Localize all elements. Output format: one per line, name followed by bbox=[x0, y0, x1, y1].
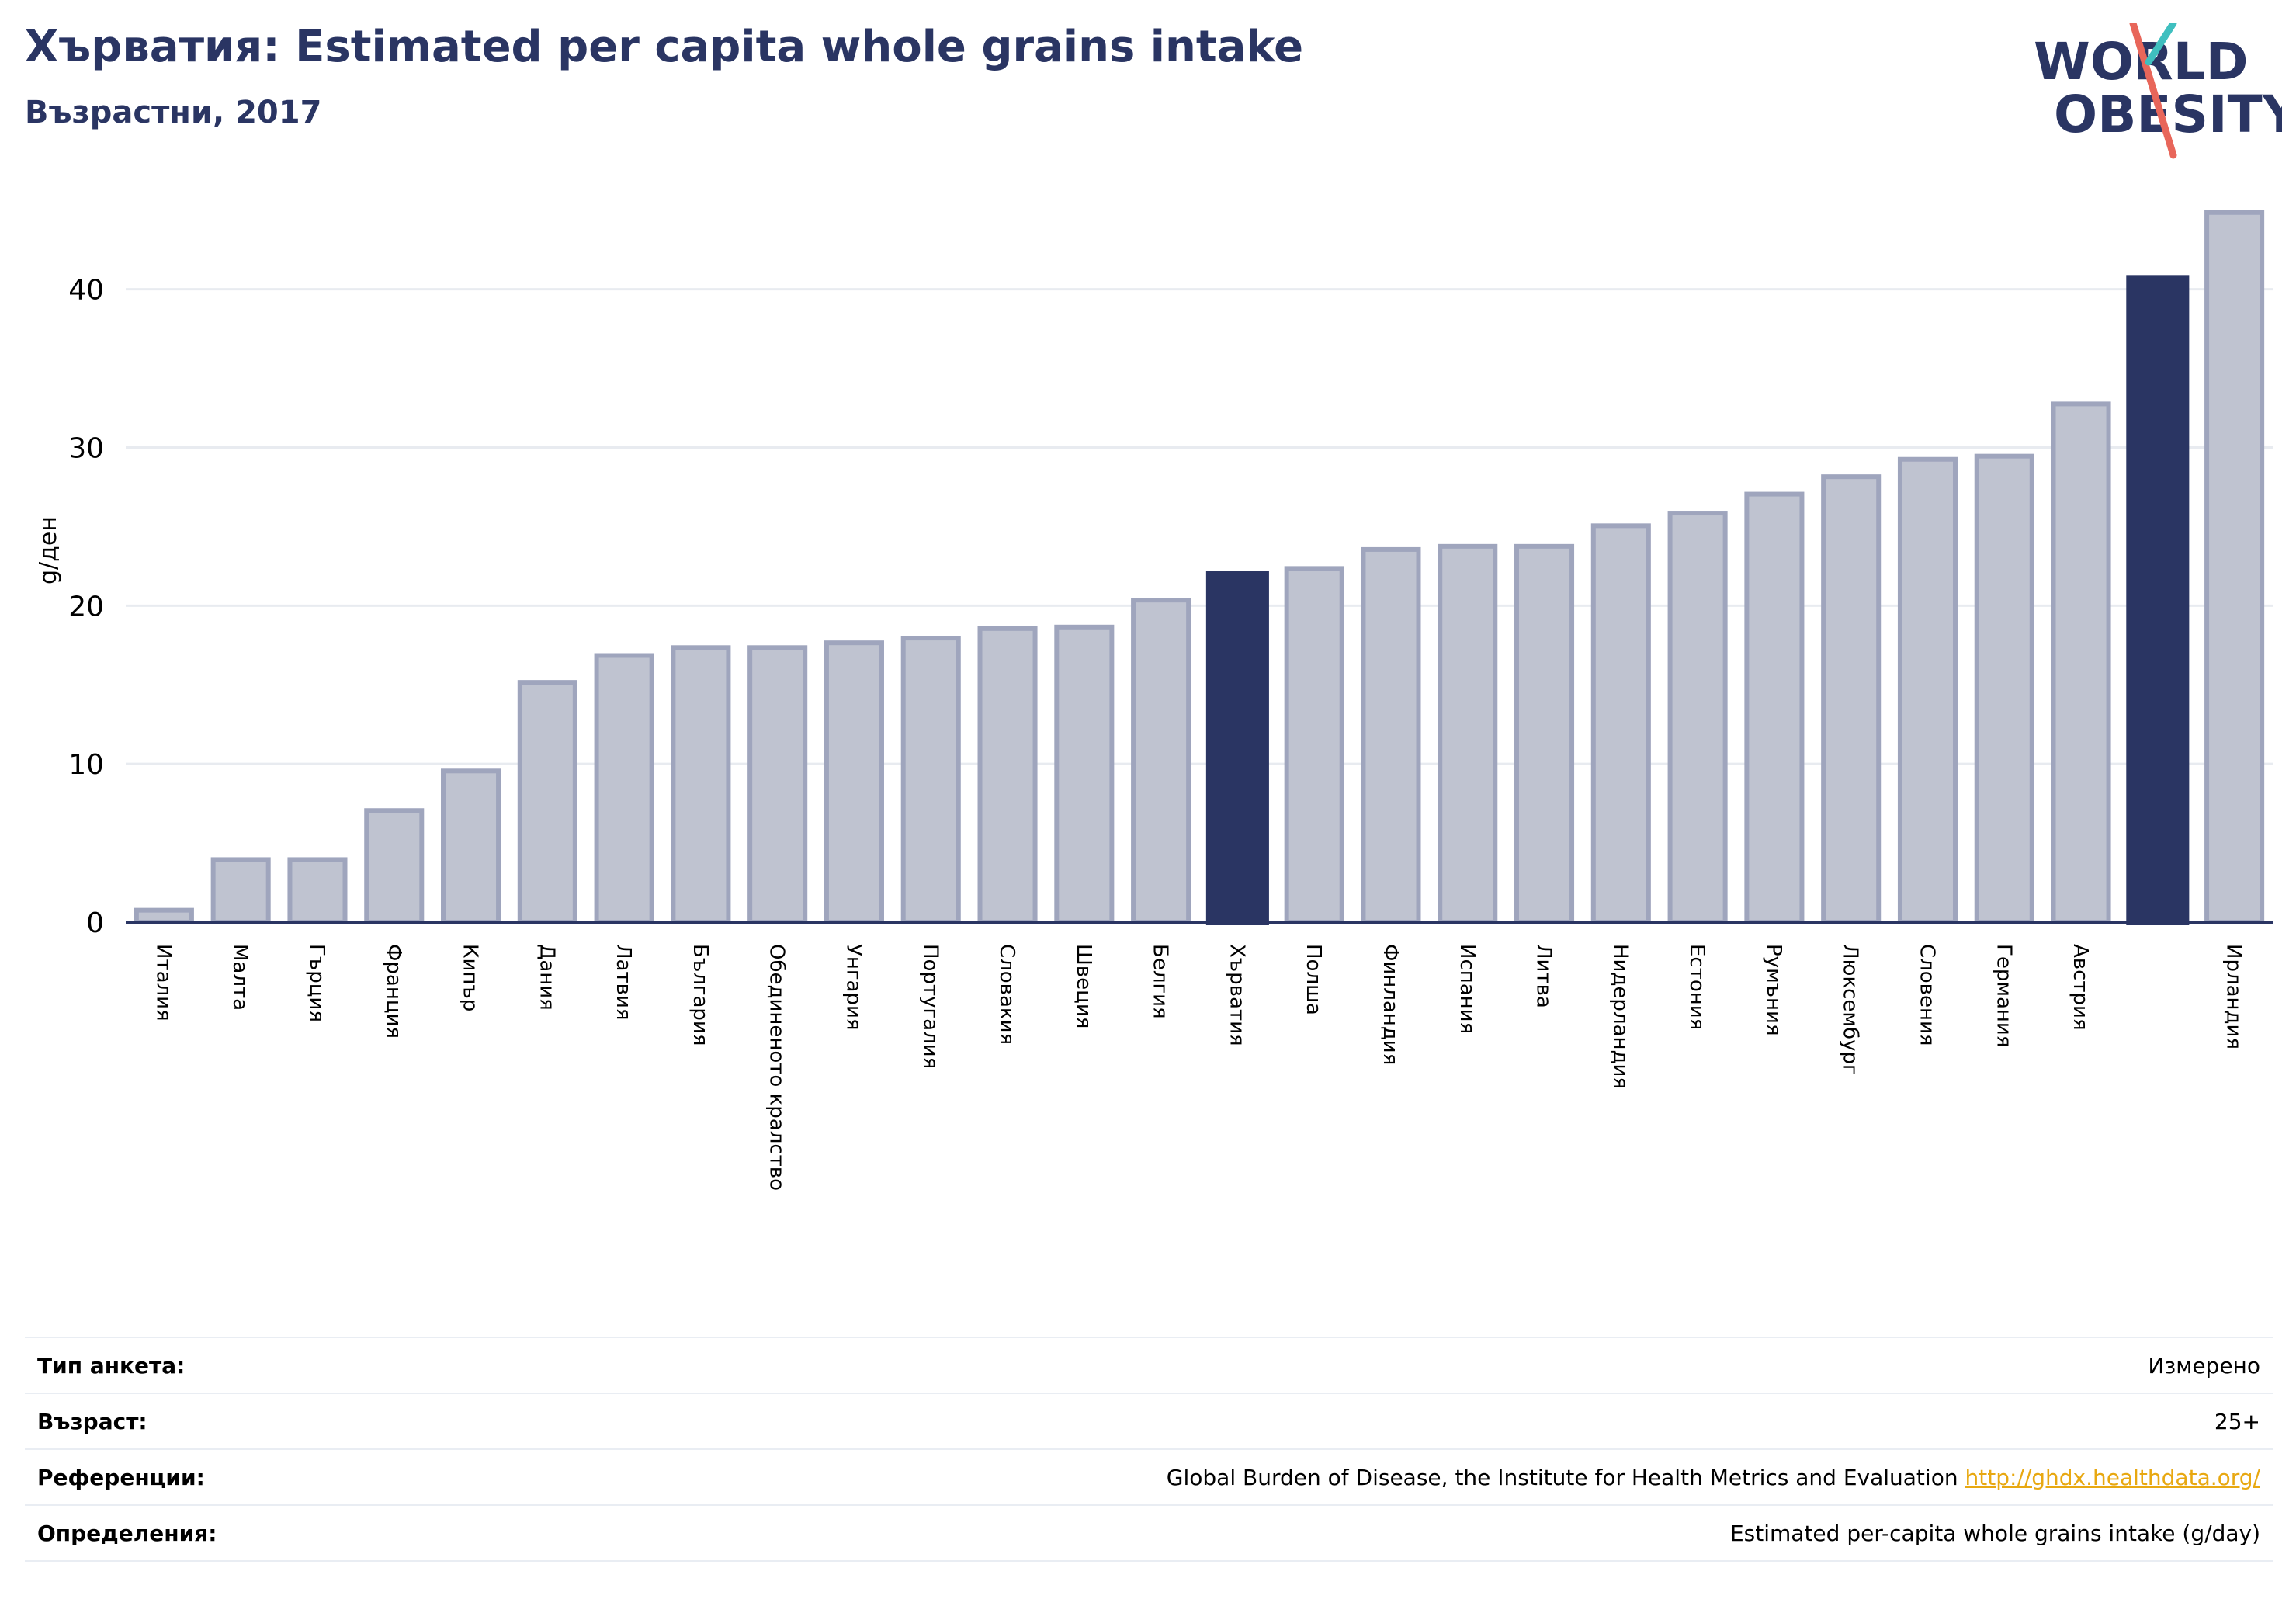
info-table: Тип анкета: Измерено Възраст: 25+ Рефере… bbox=[25, 1337, 2273, 1562]
logo-slash-red bbox=[2129, 23, 2177, 159]
x-tick-label: Полша bbox=[1302, 944, 1325, 1015]
info-value: 25+ bbox=[2214, 1408, 2260, 1434]
bar-chart: 0 10 20 30 40 g/ден Италия Малта Гърция Франция Ки… bbox=[35, 210, 2273, 1191]
x-tick-label: Испания bbox=[1455, 944, 1479, 1034]
x-tick-label: Португалия bbox=[918, 944, 942, 1069]
x-tick-label: Латвия bbox=[612, 944, 635, 1021]
x-tick-label: Нидерландия bbox=[1608, 944, 1632, 1089]
x-tick-label: Австрия bbox=[2069, 944, 2092, 1031]
bar bbox=[900, 636, 961, 925]
x-tick-label: Франция bbox=[382, 944, 405, 1039]
x-tick-label: Белгия bbox=[1149, 944, 1172, 1019]
x-tick-label: Малта bbox=[228, 944, 251, 1011]
x-tick-label: Гърция bbox=[305, 944, 328, 1022]
bar bbox=[1131, 598, 1191, 924]
x-tick-label: Финландия bbox=[1379, 944, 1402, 1065]
x-tick-label: Швеция bbox=[1072, 944, 1095, 1028]
bar bbox=[671, 645, 731, 924]
bar bbox=[1590, 523, 1651, 924]
bar bbox=[1897, 456, 1958, 924]
x-tick-label: Хърватия bbox=[1225, 944, 1248, 1046]
info-key: Определения: bbox=[37, 1520, 217, 1546]
bar bbox=[2051, 401, 2111, 924]
bar bbox=[517, 680, 577, 925]
x-tick-label: Естония bbox=[1685, 944, 1708, 1030]
bar-highlight bbox=[1205, 571, 1269, 925]
world-obesity-logo: WORLD OBESITY bbox=[2034, 23, 2282, 159]
bar bbox=[1974, 453, 2034, 924]
bar bbox=[1361, 546, 1421, 924]
bar-highlight bbox=[2126, 275, 2190, 925]
x-tick-label: Румъния bbox=[1762, 944, 1785, 1036]
x-tick-label: Дания bbox=[535, 944, 558, 1011]
bar bbox=[134, 907, 194, 924]
y-axis-label: g/ден bbox=[35, 516, 62, 584]
info-row-survey-type: Тип анкета: Измерено bbox=[25, 1337, 2273, 1393]
bar bbox=[364, 808, 425, 924]
info-row-definitions: Определения: Estimated per-capita whole … bbox=[25, 1504, 2273, 1562]
info-key: Възраст: bbox=[37, 1408, 147, 1434]
bar bbox=[1514, 543, 1575, 924]
y-tick-label: 10 bbox=[68, 749, 104, 781]
reference-link[interactable]: http://ghdx.healthdata.org/ bbox=[1965, 1464, 2260, 1490]
chart-subtitle: Възрастни, 2017 bbox=[25, 95, 322, 130]
bar bbox=[210, 857, 271, 925]
bar bbox=[1284, 566, 1344, 925]
bar bbox=[2204, 210, 2265, 925]
chart-title: Хърватия: Estimated per capita whole gra… bbox=[25, 22, 1304, 72]
info-row-age: Възраст: 25+ bbox=[25, 1393, 2273, 1448]
bar bbox=[1438, 543, 1498, 924]
x-tick-label: Словакия bbox=[995, 944, 1018, 1045]
x-tick-label: Кипър bbox=[459, 944, 482, 1011]
bar bbox=[824, 640, 884, 924]
info-key: Тип анкета: bbox=[37, 1352, 186, 1379]
bar bbox=[441, 768, 501, 924]
x-tick-label: Обединеното кралство bbox=[765, 944, 789, 1191]
y-tick-label: 40 bbox=[68, 275, 104, 307]
info-row-references: Референции: Global Burden of Disease, th… bbox=[25, 1448, 2273, 1504]
x-tick-label: Словения bbox=[1915, 944, 1938, 1046]
y-tick-label: 20 bbox=[68, 591, 104, 623]
reference-text: Global Burden of Disease, the Institute … bbox=[1166, 1464, 1958, 1490]
info-value: Global Burden of Disease, the Institute … bbox=[1167, 1465, 2260, 1490]
x-tick-label: Унгария bbox=[841, 944, 865, 1030]
bar bbox=[287, 857, 348, 925]
bar bbox=[747, 645, 808, 924]
x-tick-label: България bbox=[688, 944, 712, 1046]
bar bbox=[977, 626, 1038, 925]
y-tick-label: 0 bbox=[86, 907, 104, 939]
info-value: Estimated per-capita whole grains intake… bbox=[1729, 1520, 2260, 1546]
bar bbox=[594, 653, 654, 925]
bar bbox=[1744, 491, 1805, 924]
x-tick-label: Литва bbox=[1532, 944, 1556, 1008]
logo-slash-teal bbox=[2145, 23, 2177, 66]
x-tick-label: Германия bbox=[1992, 944, 2015, 1047]
info-value: Измерено bbox=[2148, 1352, 2260, 1379]
x-tick-label: Люксембург bbox=[1839, 944, 1862, 1075]
info-key: Референции: bbox=[37, 1464, 205, 1490]
bar bbox=[1667, 511, 1728, 924]
x-tick-label: Ирландия bbox=[2222, 944, 2246, 1049]
x-tick-label: Италия bbox=[151, 944, 175, 1021]
bar bbox=[1821, 474, 1882, 924]
bar bbox=[1054, 624, 1115, 924]
y-tick-label: 30 bbox=[68, 433, 104, 465]
